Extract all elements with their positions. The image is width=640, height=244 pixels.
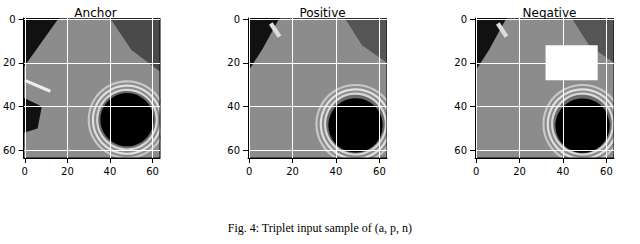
svg-text:Positive: Positive	[299, 6, 345, 20]
svg-text:40: 40	[104, 166, 117, 177]
svg-text:20: 20	[3, 57, 16, 68]
svg-text:0: 0	[246, 166, 252, 177]
svg-text:20: 20	[513, 166, 526, 177]
svg-text:40: 40	[454, 101, 467, 112]
svg-text:0: 0	[234, 14, 240, 25]
svg-text:60: 60	[146, 166, 159, 177]
svg-text:0: 0	[22, 166, 28, 177]
svg-text:20: 20	[61, 166, 74, 177]
svg-text:Fig. 4: Triplet input sample o: Fig. 4: Triplet input sample of (a, p, n…	[228, 221, 412, 235]
svg-text:Negative: Negative	[523, 6, 577, 20]
svg-text:0: 0	[9, 14, 15, 25]
svg-text:60: 60	[454, 145, 467, 156]
svg-text:60: 60	[373, 166, 386, 177]
svg-text:40: 40	[227, 101, 240, 112]
svg-text:20: 20	[227, 57, 240, 68]
svg-text:40: 40	[557, 166, 570, 177]
svg-text:60: 60	[3, 145, 16, 156]
svg-text:0: 0	[473, 166, 479, 177]
svg-text:40: 40	[3, 101, 16, 112]
svg-text:20: 20	[454, 57, 467, 68]
svg-text:0: 0	[461, 14, 467, 25]
svg-text:60: 60	[600, 166, 613, 177]
svg-text:Anchor: Anchor	[74, 6, 116, 20]
svg-text:60: 60	[227, 145, 240, 156]
svg-text:40: 40	[330, 166, 343, 177]
svg-text:20: 20	[286, 166, 299, 177]
